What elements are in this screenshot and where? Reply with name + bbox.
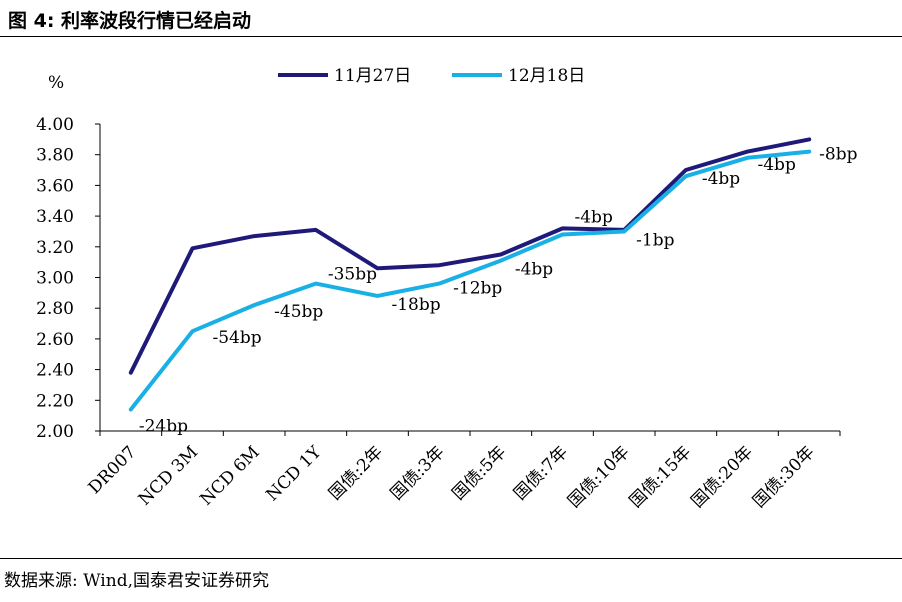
- y-tick-label: 4.00: [36, 115, 74, 135]
- x-tick-label: 国债:2年: [325, 442, 387, 504]
- y-tick-label: 2.40: [36, 361, 74, 381]
- source-note: 数据来源: Wind,国泰君安证券研究: [4, 571, 269, 591]
- x-tick-label: 国债:30年: [749, 442, 819, 512]
- y-tick-label: 3.40: [36, 207, 74, 227]
- legend: 11月27日 12月18日: [278, 66, 585, 86]
- bp-change-label: -18bp: [392, 295, 441, 315]
- bp-change-label: -45bp: [274, 302, 323, 322]
- y-tick-label: 3.00: [36, 269, 74, 289]
- bp-change-label: -35bp: [328, 265, 377, 285]
- y-tick-label: 3.80: [36, 146, 74, 166]
- y-tick-label: 2.60: [36, 330, 74, 350]
- legend-label-1: 11月27日: [334, 66, 411, 86]
- series-line-1: [128, 137, 812, 375]
- series-line-2: [128, 149, 812, 412]
- bottom-divider: [0, 558, 902, 559]
- x-tick-label: 国债:10年: [564, 442, 634, 512]
- figure-title: 图 4: 利率波段行情已经启动: [8, 10, 252, 32]
- series-lines: [128, 137, 812, 412]
- x-tick-label: 国债:3年: [387, 442, 449, 504]
- y-tick-label: 3.60: [36, 176, 74, 196]
- x-tick-label: NCD 1Y: [262, 442, 325, 505]
- y-axis-ticks: 2.00 2.20 2.40 2.60 2.80 3.00 3.20 3.40 3.60 3.80…: [36, 115, 100, 442]
- top-divider: [0, 36, 902, 37]
- bp-change-annotations: -24bp -54bp -45bp-35bp -18bp -12bp -4bp -4bp -1…: [139, 145, 858, 437]
- bp-change-label: -54bp: [213, 328, 262, 348]
- x-tick-label: NCD 6M: [196, 442, 263, 509]
- y-tick-label: 2.00: [36, 422, 74, 442]
- y-axis-unit-label: %: [48, 73, 64, 93]
- bp-change-label: -4bp: [515, 260, 553, 280]
- y-tick-label: 2.20: [36, 391, 74, 411]
- bp-change-label: -12bp: [453, 279, 502, 299]
- bp-change-label: -4bp: [702, 169, 740, 189]
- bp-change-label: -4bp: [575, 208, 613, 228]
- x-tick-label: 国债:5年: [448, 442, 510, 504]
- x-tick-label: DR007: [85, 442, 141, 498]
- y-tick-label: 2.80: [36, 299, 74, 319]
- x-tick-label: 国债:20年: [687, 442, 757, 512]
- bp-change-label: -24bp: [139, 417, 188, 437]
- line-chart: % 11月27日 12月18日 2.00 2.20 2.40 2.60 2.80 3.00 3…: [36, 66, 858, 512]
- x-tick-label: NCD 3M: [135, 442, 202, 509]
- x-tick-label: 国债:7年: [510, 442, 572, 504]
- y-tick-label: 3.20: [36, 238, 74, 258]
- legend-label-2: 12月18日: [508, 66, 585, 86]
- bp-change-label: -8bp: [819, 145, 857, 165]
- x-tick-label: 国债:15年: [626, 442, 696, 512]
- bp-change-label: -1bp: [636, 230, 674, 250]
- bp-change-label: -4bp: [758, 155, 796, 175]
